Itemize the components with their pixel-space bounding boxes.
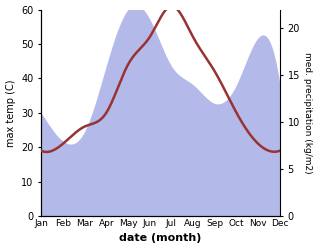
- Y-axis label: max temp (C): max temp (C): [5, 79, 16, 147]
- X-axis label: date (month): date (month): [119, 234, 202, 244]
- Y-axis label: med. precipitation (kg/m2): med. precipitation (kg/m2): [303, 52, 313, 174]
